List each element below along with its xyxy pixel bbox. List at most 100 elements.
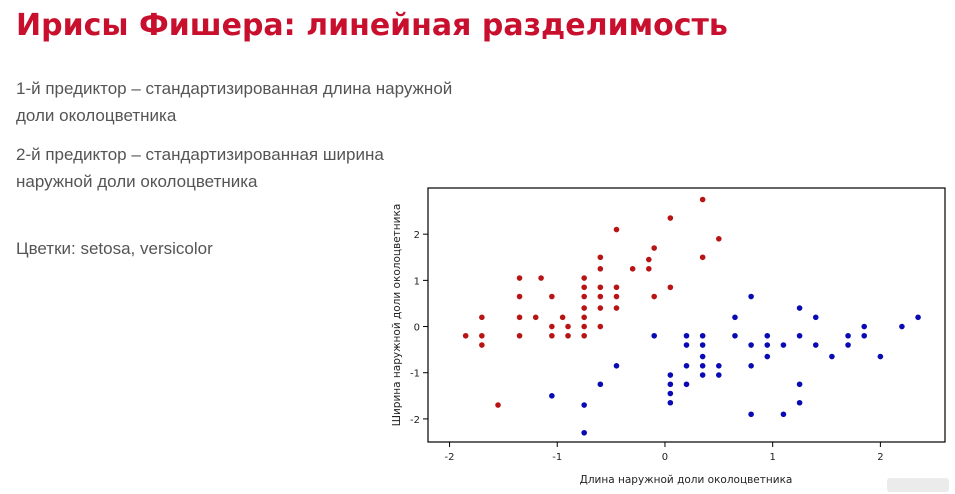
versicolor-point (796, 332, 803, 339)
versicolor-point (796, 399, 803, 406)
versicolor-point (764, 342, 771, 348)
versicolor-point (667, 390, 674, 397)
setosa-point (516, 314, 523, 321)
versicolor-point (796, 305, 803, 311)
versicolor-point (683, 332, 690, 339)
scatter-plot: -2 -1 0 1 2 -2 -1 0 1 2 Длина наружной доли около… (380, 180, 955, 494)
versicolor-point (716, 363, 722, 369)
setosa-point (699, 254, 706, 261)
versicolor-point (732, 332, 738, 339)
watermark-badge (887, 478, 949, 492)
x-axis-label: Длина наружной доли околоцветника (580, 474, 793, 486)
setosa-point (613, 305, 620, 311)
predictor-1-text: 1-й предиктор – стандартизированная длин… (16, 79, 453, 125)
setosa-point (646, 266, 652, 272)
setosa-point (667, 284, 674, 291)
versicolor-point (683, 363, 690, 369)
setosa-point (613, 293, 620, 300)
setosa-point (667, 215, 674, 221)
versicolor-point (915, 314, 921, 321)
setosa-point (479, 332, 485, 339)
versicolor-point (699, 342, 706, 348)
plot-frame (427, 187, 946, 443)
setosa-point (559, 314, 566, 321)
ticks-layer: -2 -1 0 1 2 -2 -1 0 1 2 (410, 230, 884, 463)
versicolor-point (716, 372, 722, 378)
versicolor-point (549, 393, 555, 399)
predictor-2-text: 2-й предиктор – стандартизированная шири… (16, 145, 384, 191)
setosa-point (581, 293, 587, 300)
versicolor-point (829, 353, 835, 360)
y-tick-label: 1 (414, 276, 420, 287)
y-axis-label: Ширина наружной доли околоцветника (391, 204, 403, 427)
versicolor-point (899, 323, 905, 330)
versicolor-point (699, 363, 706, 369)
versicolor-point (861, 332, 868, 339)
versicolor-point (683, 342, 690, 348)
versicolor-point (581, 429, 587, 436)
versicolor-point (699, 353, 706, 360)
x-tick-label: 2 (877, 452, 883, 463)
versicolor-point (699, 332, 706, 339)
versicolor-point (748, 363, 754, 369)
versicolor-point (877, 353, 884, 360)
setosa-point (597, 284, 604, 291)
versicolor-point (613, 363, 620, 369)
versicolor-point (764, 332, 771, 339)
setosa-point (516, 332, 523, 339)
setosa-point (565, 332, 571, 339)
setosa-point (532, 314, 539, 321)
versicolor-point (699, 372, 706, 378)
y-tick-label: -2 (410, 415, 420, 426)
versicolor-point (861, 323, 868, 330)
setosa-point (613, 226, 620, 233)
setosa-point (613, 284, 620, 291)
setosa-point (516, 275, 523, 281)
versicolor-point (748, 411, 754, 418)
versicolor-point (812, 314, 819, 321)
y-tick-label: -1 (410, 369, 420, 380)
setosa-point (651, 293, 657, 300)
versicolor-point (812, 342, 819, 348)
setosa-point (699, 196, 706, 203)
versicolor-point (748, 293, 754, 300)
setosa-point (549, 332, 555, 339)
versicolor-point (780, 342, 787, 348)
versicolor-point (845, 332, 851, 339)
x-tick-label: 1 (769, 452, 775, 463)
versicolor-point (796, 381, 803, 388)
versicolor-point (667, 372, 674, 378)
slide-title: Ирисы Фишера: линейная разделимость (16, 8, 728, 43)
versicolor-point (748, 342, 754, 348)
setosa-point (462, 332, 469, 339)
setosa-point (597, 305, 604, 311)
versicolor-point (780, 411, 787, 418)
setosa-point (581, 314, 587, 321)
x-tick-label: -1 (552, 452, 562, 463)
versicolor-point (732, 314, 738, 321)
y-tick-label: 2 (414, 230, 420, 241)
setosa-point (549, 323, 555, 330)
setosa-point (538, 275, 544, 281)
versicolor-point (683, 381, 690, 388)
versicolor-point (845, 342, 851, 348)
versicolor-point (651, 332, 657, 339)
versicolor-point (597, 381, 604, 388)
scatter-svg: -2 -1 0 1 2 -2 -1 0 1 2 Длина наружной доли около… (391, 187, 946, 486)
versicolor-point (667, 381, 674, 388)
setosa-point (597, 266, 604, 272)
setosa-point (581, 275, 587, 281)
setosa-point (495, 402, 501, 408)
setosa-point (716, 236, 722, 242)
setosa-point (581, 305, 587, 311)
points-layer (462, 196, 921, 436)
setosa-point (581, 284, 587, 291)
x-tick-label: -2 (445, 452, 455, 463)
versicolor-point (667, 399, 674, 406)
setosa-point (565, 323, 571, 330)
setosa-point (479, 342, 485, 348)
setosa-point (581, 332, 587, 339)
versicolor-point (581, 402, 587, 408)
setosa-point (581, 323, 587, 330)
setosa-point (597, 254, 604, 261)
